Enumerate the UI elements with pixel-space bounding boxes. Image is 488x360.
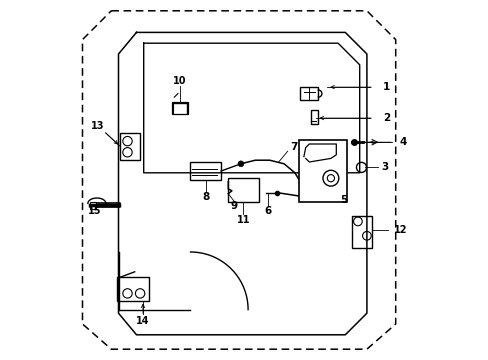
Text: 9: 9: [230, 201, 238, 211]
Text: 6: 6: [264, 206, 271, 216]
Text: 1: 1: [382, 82, 389, 92]
Bar: [310, 110, 317, 124]
Bar: [228, 178, 258, 202]
Text: 11: 11: [236, 215, 250, 225]
Circle shape: [238, 161, 244, 167]
Text: 8: 8: [202, 192, 209, 202]
Text: 4: 4: [398, 137, 406, 147]
Bar: [171, 102, 187, 114]
Text: 3: 3: [381, 162, 388, 172]
Bar: [300, 87, 318, 100]
Bar: [190, 162, 221, 180]
Text: 15: 15: [88, 206, 102, 216]
Bar: [298, 140, 346, 202]
Text: 12: 12: [393, 225, 407, 235]
Bar: [117, 277, 149, 301]
Bar: [120, 133, 140, 160]
Text: 5: 5: [339, 195, 346, 205]
Bar: [90, 202, 96, 209]
Text: 2: 2: [382, 113, 389, 123]
Text: 7: 7: [289, 142, 297, 152]
Bar: [352, 216, 371, 248]
Text: 14: 14: [136, 316, 149, 327]
Text: 10: 10: [173, 76, 186, 86]
Text: 13: 13: [91, 121, 104, 131]
